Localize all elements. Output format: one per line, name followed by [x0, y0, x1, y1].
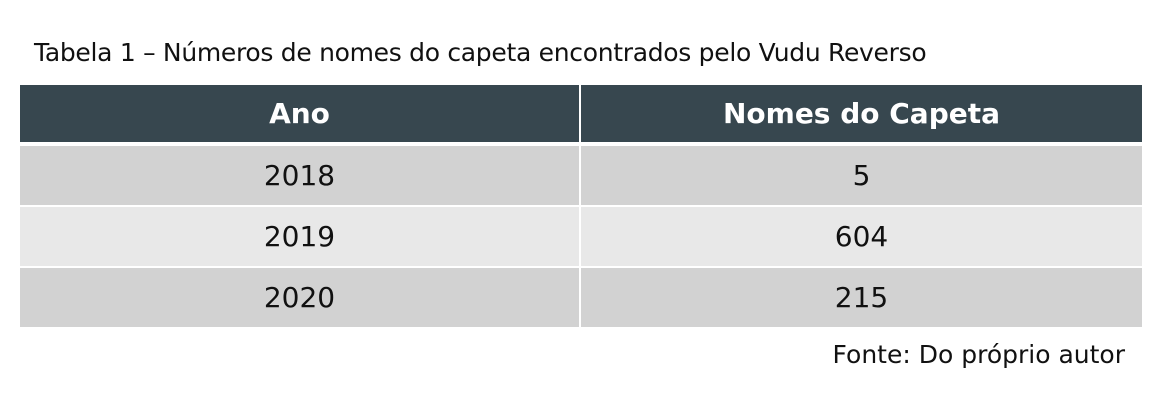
cell-count: 215: [580, 267, 1142, 329]
table-row: 2020 215: [20, 267, 1142, 329]
cell-year: 2020: [20, 267, 581, 329]
table-row: 2018 5: [20, 144, 1142, 207]
table-caption: Tabela 1 – Números de nomes do capeta en…: [34, 38, 927, 67]
column-header-year: Ano: [20, 85, 581, 146]
column-header-names: Nomes do Capeta: [580, 85, 1142, 146]
cell-year: 2018: [20, 144, 581, 207]
header-row: Ano Nomes do Capeta: [20, 85, 1142, 146]
cell-count: 604: [580, 206, 1142, 268]
cell-count: 5: [580, 144, 1142, 207]
cell-year: 2019: [20, 206, 581, 268]
data-table: Ano Nomes do Capeta 2018 5 2019 604 2020…: [20, 85, 1142, 329]
source-note: Fonte: Do próprio autor: [832, 340, 1125, 369]
table-row: 2019 604: [20, 206, 1142, 268]
